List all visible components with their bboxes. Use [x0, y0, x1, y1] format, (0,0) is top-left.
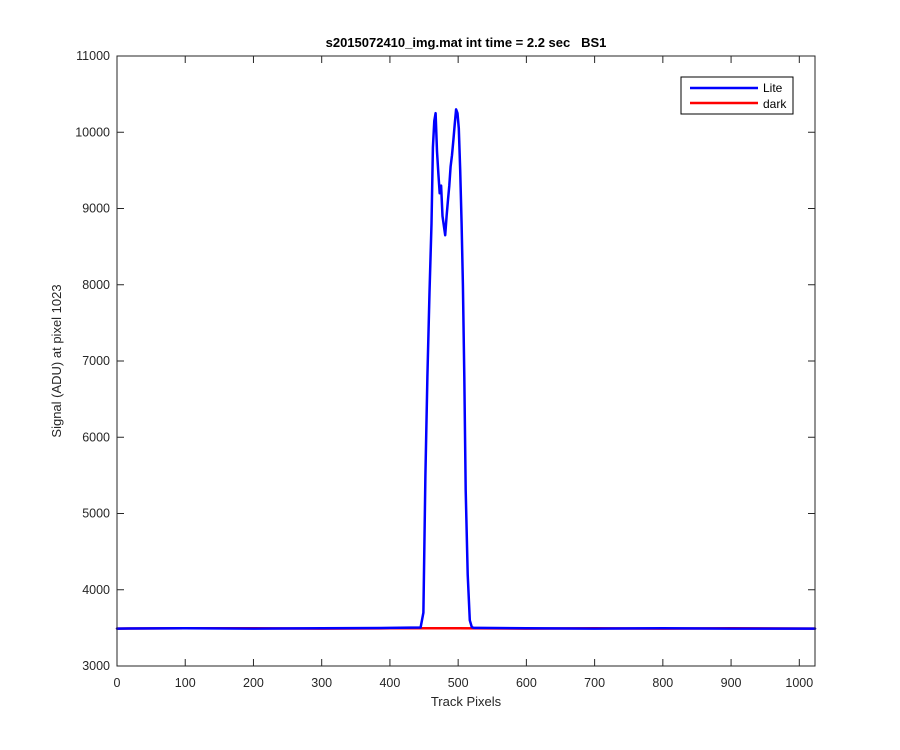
x-tick-label: 500 — [448, 676, 469, 690]
y-tick-label: 5000 — [82, 507, 110, 521]
x-tick-label: 900 — [721, 676, 742, 690]
legend-box — [680, 76, 794, 115]
x-tick-label: 200 — [243, 676, 264, 690]
x-tick-label: 800 — [652, 676, 673, 690]
y-tick-label: 6000 — [82, 430, 110, 444]
x-tick-label: 100 — [175, 676, 196, 690]
y-tick-label: 7000 — [82, 354, 110, 368]
y-tick-label: 10000 — [75, 125, 110, 139]
x-tick-label: 300 — [311, 676, 332, 690]
y-tick-label: 11000 — [76, 49, 110, 63]
legend-label-dark: dark — [763, 97, 787, 111]
series-layer — [115, 108, 817, 630]
y-tick-label: 3000 — [82, 659, 110, 673]
series-line-lite — [115, 108, 817, 630]
x-tick-label: 400 — [379, 676, 400, 690]
x-tick-label: 1000 — [785, 676, 813, 690]
legend: Lite dark — [680, 76, 794, 115]
x-axis: 0 100 200 300 400 500 600 700 800 900 1000 — [114, 56, 813, 690]
chart-title: s2015072410_img.mat int time = 2.2 sec B… — [326, 35, 607, 50]
y-tick-label: 4000 — [82, 583, 110, 597]
x-tick-label: 600 — [516, 676, 537, 690]
y-axis-label: Signal (ADU) at pixel 1023 — [49, 284, 64, 437]
y-tick-label: 8000 — [82, 278, 110, 292]
y-tick-label: 9000 — [82, 202, 110, 216]
y-axis: 3000 4000 5000 6000 7000 8000 9000 10000 11000 — [75, 49, 815, 673]
plot-area — [117, 56, 815, 666]
legend-label-lite: Lite — [763, 81, 783, 95]
x-axis-label: Track Pixels — [431, 694, 502, 709]
x-tick-label: 0 — [114, 676, 121, 690]
x-tick-label: 700 — [584, 676, 605, 690]
